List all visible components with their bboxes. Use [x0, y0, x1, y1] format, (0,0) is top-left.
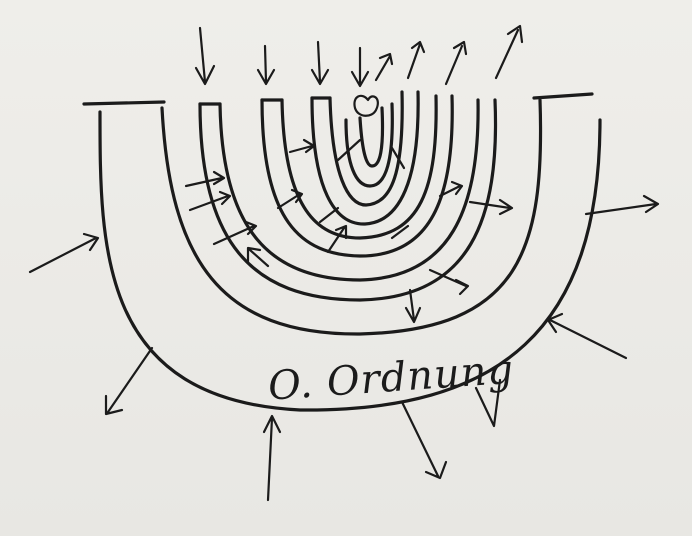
top-arrow-up-4 — [494, 24, 524, 80]
outer-arrow-out-right-low — [474, 378, 502, 428]
top-arrow-up-1 — [374, 52, 394, 82]
top-outgoing-arrows — [374, 24, 524, 86]
inner-arrow-10 — [438, 180, 464, 198]
inner-arrow-11 — [468, 198, 514, 216]
top-arrow-down-4 — [350, 46, 370, 88]
top-arrow-down-3 — [310, 40, 330, 86]
outer-arrow-out-right — [584, 194, 660, 216]
inner-arrow-4 — [246, 246, 270, 268]
inner-arrow-13 — [428, 268, 470, 296]
inner-arrows — [184, 138, 514, 324]
top-incoming-arrows — [194, 26, 370, 88]
outer-arrow-out-bottom — [400, 400, 448, 480]
inner-arrow-15 — [390, 146, 406, 170]
core-blob — [353, 94, 379, 117]
outer-u-inner-wall — [160, 98, 543, 336]
order-label: O. Ordnung — [267, 347, 516, 410]
nested-layers — [198, 90, 498, 302]
layer-3-outer — [310, 90, 420, 226]
inner-arrow-5 — [276, 188, 304, 210]
top-arrow-up-2 — [406, 40, 426, 80]
top-arrow-down-1 — [194, 26, 216, 86]
layer-2-inner — [280, 94, 438, 240]
inner-arrow-12 — [404, 288, 422, 324]
inner-arrow-7 — [318, 206, 340, 224]
top-arrow-up-3 — [444, 40, 468, 86]
layer-3-inner — [328, 90, 404, 207]
inner-arrow-14 — [336, 138, 362, 162]
outer-arrows — [28, 194, 660, 502]
inner-arrow-2 — [188, 190, 232, 212]
inner-arrow-9 — [390, 224, 410, 240]
outer-arrow-in-right — [546, 312, 628, 360]
outer-u-left-cap — [82, 100, 166, 106]
layer-4-outer — [344, 102, 394, 188]
outer-u-shell — [82, 92, 602, 412]
layer-1-outer — [198, 98, 498, 302]
inner-arrow-3 — [212, 220, 258, 246]
outer-arrow-in-bottom — [262, 414, 282, 502]
inner-arrow-8 — [326, 224, 348, 254]
layer-4-inner — [358, 106, 385, 168]
outer-arrow-in-left — [28, 232, 100, 274]
outer-u-outer-wall — [98, 110, 602, 412]
outer-u-right-cap — [532, 92, 594, 100]
top-arrow-down-2 — [256, 44, 276, 86]
layer-2-outer — [260, 94, 454, 258]
inner-arrow-6 — [288, 138, 316, 154]
outer-arrow-out-left-bottom — [104, 346, 154, 416]
inner-arrow-1 — [184, 170, 226, 188]
layer-1-inner — [218, 98, 480, 282]
